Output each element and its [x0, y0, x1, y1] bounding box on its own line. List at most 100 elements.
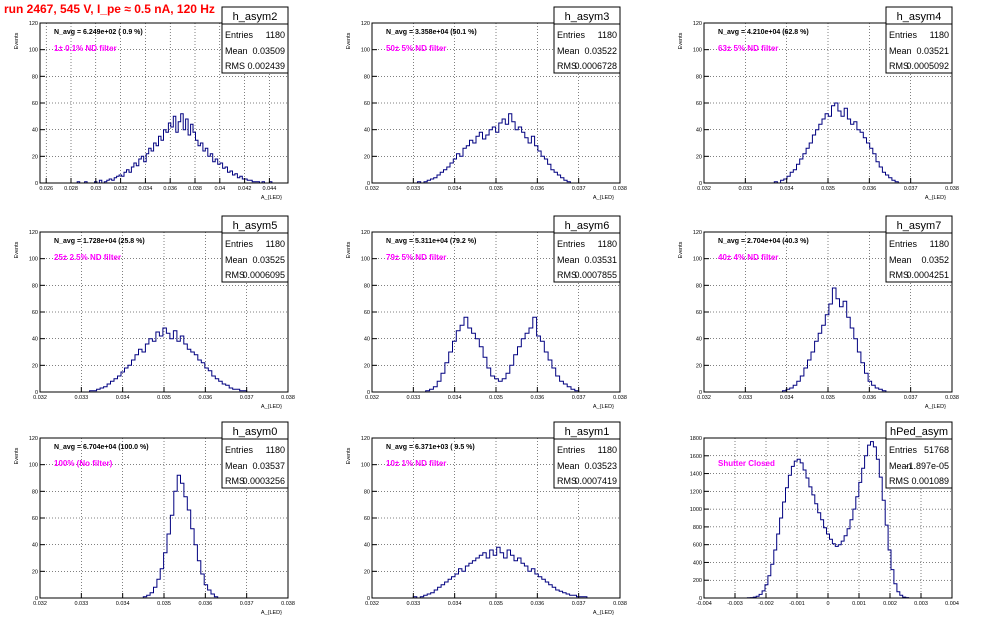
y-tick-label: 0	[35, 390, 38, 396]
n-avg-text: N_avg = 4.210e+04 (62.8 %)	[718, 29, 809, 36]
y-tick-label: 100	[361, 257, 370, 263]
y-tick-label: 120	[29, 230, 38, 236]
histogram-panel-h_asym7: 0.032 0.033 0.034 0.035 0.036 0.037 0.038 0 20 40…	[678, 215, 959, 410]
stats-mean-value: 0.03537	[252, 461, 285, 471]
y-tick-label: 0	[699, 181, 702, 187]
stats-entries-label: Entries	[557, 239, 586, 249]
y-tick-label: 80	[696, 74, 702, 80]
x-tick-label: 0.034	[116, 395, 130, 401]
stats-entries-value: 1180	[930, 30, 949, 40]
y-axis-label: Events	[678, 32, 684, 49]
histogram-panel-hPed_asym: -0.004 -0.003 -0.002 -0.001 0 0.001 0.002 0.003…	[690, 421, 959, 607]
stats-box	[553, 215, 621, 283]
y-tick-label: 40	[696, 128, 702, 134]
y-tick-label: 40	[32, 337, 38, 343]
stats-mean-label: Mean	[557, 461, 580, 471]
y-tick-label: 120	[361, 230, 370, 236]
x-tick-label: 0.034	[448, 395, 462, 401]
y-tick-label: 800	[693, 525, 702, 531]
stats-entries-value: 1180	[266, 30, 285, 40]
x-tick-label: 0.036	[862, 186, 876, 192]
x-tick-label: 0.026	[39, 186, 53, 192]
histogram-name: h_asym0	[233, 426, 278, 438]
y-tick-label: 100	[693, 48, 702, 54]
x-tick-label: 0.033	[406, 395, 420, 401]
histogram-line	[412, 546, 588, 599]
y-tick-label: 20	[696, 154, 702, 160]
y-tick-label: 0	[35, 596, 38, 602]
x-tick-label: 0.035	[489, 186, 503, 192]
x-tick-label: 0.038	[613, 186, 627, 192]
stats-box	[221, 215, 289, 283]
histogram-line	[417, 113, 571, 184]
y-tick-label: 120	[361, 21, 370, 27]
histogram-name: h_asym4	[897, 11, 942, 23]
x-tick-label: 0.034	[780, 186, 794, 192]
y-tick-label: 0	[35, 181, 38, 187]
y-tick-label: 80	[32, 74, 38, 80]
y-tick-label: 20	[32, 154, 38, 160]
y-tick-label: 100	[29, 257, 38, 263]
y-tick-label: 40	[32, 543, 38, 549]
y-tick-label: 40	[696, 337, 702, 343]
histogram-panel-h_asym0: 0.032 0.033 0.034 0.035 0.036 0.037 0.038 0 20 40…	[14, 421, 295, 616]
x-axis-label: A_{LED}	[593, 404, 614, 410]
x-tick-label: 0.035	[157, 395, 171, 401]
histogram-panel-h_asym5: 0.032 0.033 0.034 0.035 0.036 0.037 0.038 0 20 40…	[14, 215, 295, 410]
x-tick-label: 0.038	[613, 395, 627, 401]
stats-entries-value: 1180	[598, 30, 617, 40]
y-tick-label: 100	[29, 48, 38, 54]
n-avg-text: N_avg = 2.704e+04 (40.3 %)	[718, 238, 809, 245]
x-tick-label: 0.032	[365, 601, 379, 607]
y-tick-label: 20	[32, 569, 38, 575]
y-axis-label: Events	[346, 241, 352, 258]
stats-box	[221, 6, 289, 74]
x-tick-label: -0.003	[727, 601, 743, 607]
y-axis-label: Events	[346, 447, 352, 464]
stats-entries-value: 1180	[598, 239, 617, 249]
histogram-line	[89, 327, 248, 392]
x-tick-label: 0.038	[945, 186, 959, 192]
y-tick-label: 0	[699, 390, 702, 396]
stats-rms-value: 0.0005092	[906, 61, 949, 71]
histogram-panel-h_asym4: 0.032 0.033 0.034 0.035 0.036 0.037 0.038 0 20 40…	[678, 6, 959, 201]
x-axis-label: A_{LED}	[593, 195, 614, 201]
filter-annotation: Shutter Closed	[718, 459, 775, 468]
stats-rms-value: 0.0006095	[242, 270, 285, 280]
histogram-name: h_asym6	[565, 220, 610, 232]
y-tick-label: 60	[696, 310, 702, 316]
stats-rms-label: RMS	[225, 61, 245, 71]
stats-entries-value: 51768	[924, 445, 949, 455]
y-tick-label: 120	[29, 21, 38, 27]
stats-mean-value: 0.03525	[252, 255, 285, 265]
x-tick-label: 0.037	[904, 186, 918, 192]
histogram-panel-h_asym3: 0.032 0.033 0.034 0.035 0.036 0.037 0.038 0 20 40…	[346, 6, 627, 201]
stats-entries-label: Entries	[889, 30, 918, 40]
stats-rms-value: 0.001089	[911, 476, 949, 486]
histogram-line	[142, 474, 219, 598]
y-tick-label: 60	[364, 101, 370, 107]
filter-annotation: 100% (No filter)	[54, 459, 113, 468]
y-tick-label: 80	[364, 489, 370, 495]
stats-mean-value: -1.897e-05	[905, 461, 949, 471]
filter-annotation: 10± 1% ND filter	[386, 459, 446, 468]
x-tick-label: 0.032	[365, 186, 379, 192]
stats-mean-label: Mean	[889, 46, 912, 56]
x-tick-label: 0.036	[530, 395, 544, 401]
n-avg-text: N_avg = 3.358e+04 (50.1 %)	[386, 29, 477, 36]
y-tick-label: 120	[29, 436, 38, 442]
stats-mean-label: Mean	[557, 46, 580, 56]
histogram-line	[425, 316, 580, 392]
y-tick-label: 1600	[690, 454, 702, 460]
filter-annotation: 79± 5% ND filter	[386, 253, 446, 262]
x-tick-label: 0.034	[448, 186, 462, 192]
y-tick-label: 100	[693, 257, 702, 263]
histogram-name: h_asym2	[233, 11, 278, 23]
x-tick-label: -0.002	[758, 601, 774, 607]
x-axis-label: A_{LED}	[593, 610, 614, 616]
stats-rms-label: RMS	[225, 476, 245, 486]
x-tick-label: 0.028	[64, 186, 78, 192]
n-avg-text: N_avg = 6.249e+02 ( 0.9 %)	[54, 29, 143, 36]
histogram-name: hPed_asym	[890, 426, 948, 438]
histogram-name: h_asym3	[565, 11, 610, 23]
